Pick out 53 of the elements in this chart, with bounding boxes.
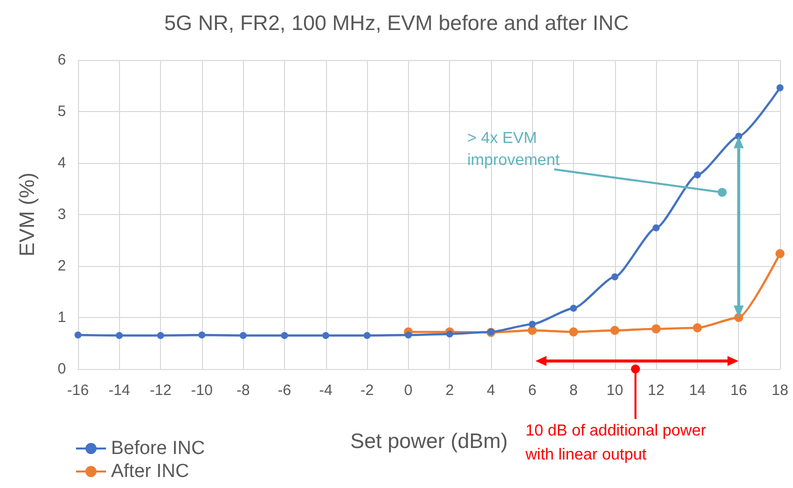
point (652, 224, 660, 232)
x-tick-label: 10 (606, 382, 624, 399)
x-tick-label: -6 (278, 382, 292, 399)
x-tick-label: 8 (569, 382, 578, 399)
point (776, 249, 784, 258)
point (280, 332, 288, 340)
point (364, 332, 371, 340)
x-tick-label: -2 (360, 382, 374, 399)
point (322, 332, 330, 340)
x-tick-label: 14 (689, 382, 706, 399)
x-tick-label: 0 (404, 382, 413, 399)
point (692, 323, 702, 332)
y-axis-title: EVM (%) (16, 172, 39, 256)
x-tick-label: -14 (108, 382, 130, 399)
x-tick-label: -8 (236, 382, 250, 399)
point (198, 332, 206, 339)
x-tick-label: 18 (772, 382, 788, 399)
point (528, 320, 536, 328)
point (116, 332, 123, 340)
point (74, 332, 82, 339)
point (446, 330, 454, 338)
x-tick-label: 6 (528, 382, 536, 399)
x-tick-label: -10 (191, 382, 213, 399)
point (569, 327, 578, 336)
x-axis-title: Set power (dBm) (350, 430, 508, 453)
legend-label: After INC (111, 461, 190, 482)
point (652, 324, 661, 334)
point (694, 171, 701, 178)
x-tick-label: 12 (648, 382, 664, 399)
y-tick-label: 4 (58, 154, 66, 172)
point (570, 304, 578, 312)
point (157, 332, 164, 340)
legend-label: Before INC (111, 438, 205, 459)
point (611, 273, 618, 280)
point (610, 326, 620, 335)
point (240, 332, 247, 340)
x-tick-label: 16 (730, 382, 748, 399)
y-tick-label: 1 (58, 309, 66, 326)
annotation: > 4x EVM improvement (467, 130, 560, 169)
point (404, 332, 412, 339)
y-tick-label: 2 (58, 258, 66, 274)
y-tick-label: 0 (58, 360, 66, 378)
x-tick-label: 4 (486, 382, 496, 399)
chart-title: 5G NR, FR2, 100 MHz, EVM before and after INC (164, 12, 629, 35)
x-tick-label: -12 (150, 382, 172, 399)
annotation: 10 dB of additional power with linear output (524, 422, 707, 464)
x-tick-label: 2 (445, 382, 454, 399)
y-tick-label: 6 (58, 52, 66, 68)
point (776, 84, 784, 92)
y-tick-label: 3 (58, 206, 66, 223)
x-tick-label: -4 (319, 382, 332, 399)
x-tick-label: -16 (67, 382, 89, 399)
y-tick-label: 5 (58, 103, 66, 120)
